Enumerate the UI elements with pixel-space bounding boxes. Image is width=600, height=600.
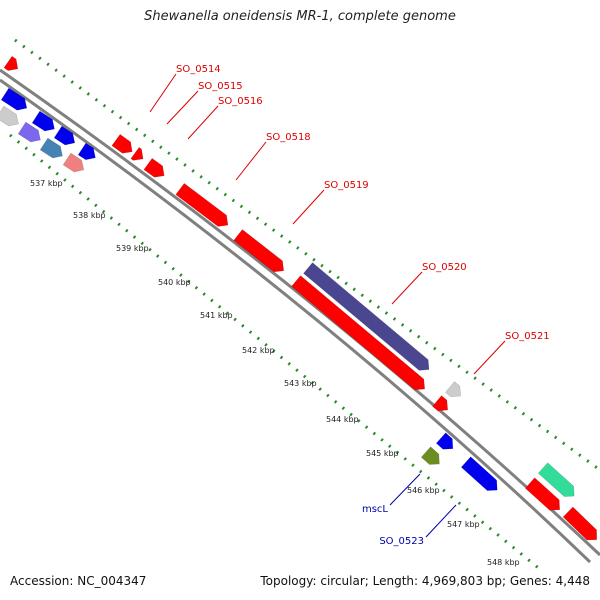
gene-arrow-13 — [175, 182, 229, 227]
gene-arrow-14 — [233, 229, 285, 273]
gene-arrow-10 — [111, 133, 133, 154]
gene-label-so-0515: SO_0515 — [198, 81, 243, 92]
gene-label-so-0520: SO_0520 — [422, 262, 467, 273]
kbp-tick-label-10: 546 kbp — [407, 486, 440, 495]
leader-line-so_0514 — [149, 73, 177, 113]
gene-labels: SO_0514 SO_0515 SO_0516 SO_0518 SO_0519 SO_05… — [176, 64, 550, 547]
gene-arrow-20 — [420, 446, 440, 465]
kbp-tick-label-3: 539 kbp — [116, 244, 149, 253]
map-title: Shewanella oneidensis MR-1, complete gen… — [144, 9, 456, 24]
gene-features — [0, 55, 598, 541]
leader-line-so_0515 — [166, 90, 199, 125]
gene-arrow-7 — [39, 137, 63, 159]
gene-arrow-15 — [291, 275, 426, 391]
gene-label-so-0514: SO_0514 — [176, 64, 221, 75]
guide-line-upper — [14, 38, 600, 472]
gene-arrow-8 — [62, 152, 85, 173]
gene-arrow-11 — [130, 146, 144, 161]
kbp-tick-label-8: 544 kbp — [326, 415, 359, 424]
kbp-tick-label-1: 537 kbp — [30, 179, 63, 188]
kbp-tick-label-9: 545 kbp — [366, 449, 399, 458]
accession-text: Accession: NC_004347 — [10, 574, 147, 588]
kbp-tick-label-4: 540 kbp — [158, 278, 191, 287]
gene-label-so-0523: SO_0523 — [379, 536, 424, 547]
gene-arrow-18 — [432, 395, 449, 412]
label-leader-lines — [149, 73, 506, 538]
gene-arrow-9 — [77, 142, 96, 161]
gene-arrow-3 — [31, 110, 55, 132]
genome-backbone — [0, 68, 600, 564]
gene-arrow-12 — [143, 157, 165, 178]
dotted-guide-lines — [9, 38, 600, 570]
kbp-tick-label-2: 538 kbp — [73, 211, 106, 220]
leader-line-mscl — [389, 473, 421, 506]
gene-arrow-1 — [3, 55, 19, 71]
gene-arrow-17 — [445, 381, 462, 398]
gene-arrow-22 — [537, 462, 575, 497]
gene-arrow-5 — [17, 121, 41, 143]
gene-label-mscl: mscL — [362, 504, 388, 515]
kbp-tick-label-12: 548 kbp — [487, 558, 520, 567]
leader-line-so_0518 — [235, 141, 267, 181]
kbp-tick-label-5: 541 kbp — [200, 311, 233, 320]
gene-label-so-0518: SO_0518 — [266, 132, 311, 143]
guide-line-lower — [9, 133, 544, 570]
leader-line-so_0520 — [391, 271, 423, 305]
gene-arrow-4 — [0, 105, 19, 127]
kbp-tick-label-7: 543 kbp — [284, 379, 317, 388]
topology-text: Topology: circular; Length: 4,969,803 bp… — [260, 574, 590, 588]
leader-line-so_0521 — [473, 340, 506, 375]
gene-label-so-0519: SO_0519 — [324, 180, 369, 191]
gene-arrow-6 — [53, 125, 76, 146]
gene-arrow-23 — [524, 477, 561, 511]
gene-arrow-2 — [0, 87, 28, 111]
kbp-tick-label-11: 547 kbp — [447, 520, 480, 529]
kbp-tick-labels: 537 kbp 538 kbp 539 kbp 540 kbp 541 kbp 542 k… — [30, 179, 520, 567]
gene-label-so-0516: SO_0516 — [218, 96, 263, 107]
gene-arrow-21 — [460, 456, 498, 491]
backbone-line-outer — [0, 68, 600, 557]
gene-arrow-24 — [562, 506, 598, 541]
leader-line-so_0523 — [425, 504, 457, 538]
gene-arrow-19 — [435, 432, 454, 450]
leader-line-so_0519 — [292, 189, 325, 225]
genome-track-canvas: SO_0514 SO_0515 SO_0516 SO_0518 SO_0519 SO_05… — [0, 38, 600, 570]
leader-line-so_0516 — [187, 105, 219, 140]
gene-label-so-0521: SO_0521 — [505, 331, 550, 342]
gene-arrow-16 — [303, 262, 430, 371]
backbone-line-inner — [0, 78, 592, 564]
kbp-tick-label-6: 542 kbp — [242, 346, 275, 355]
